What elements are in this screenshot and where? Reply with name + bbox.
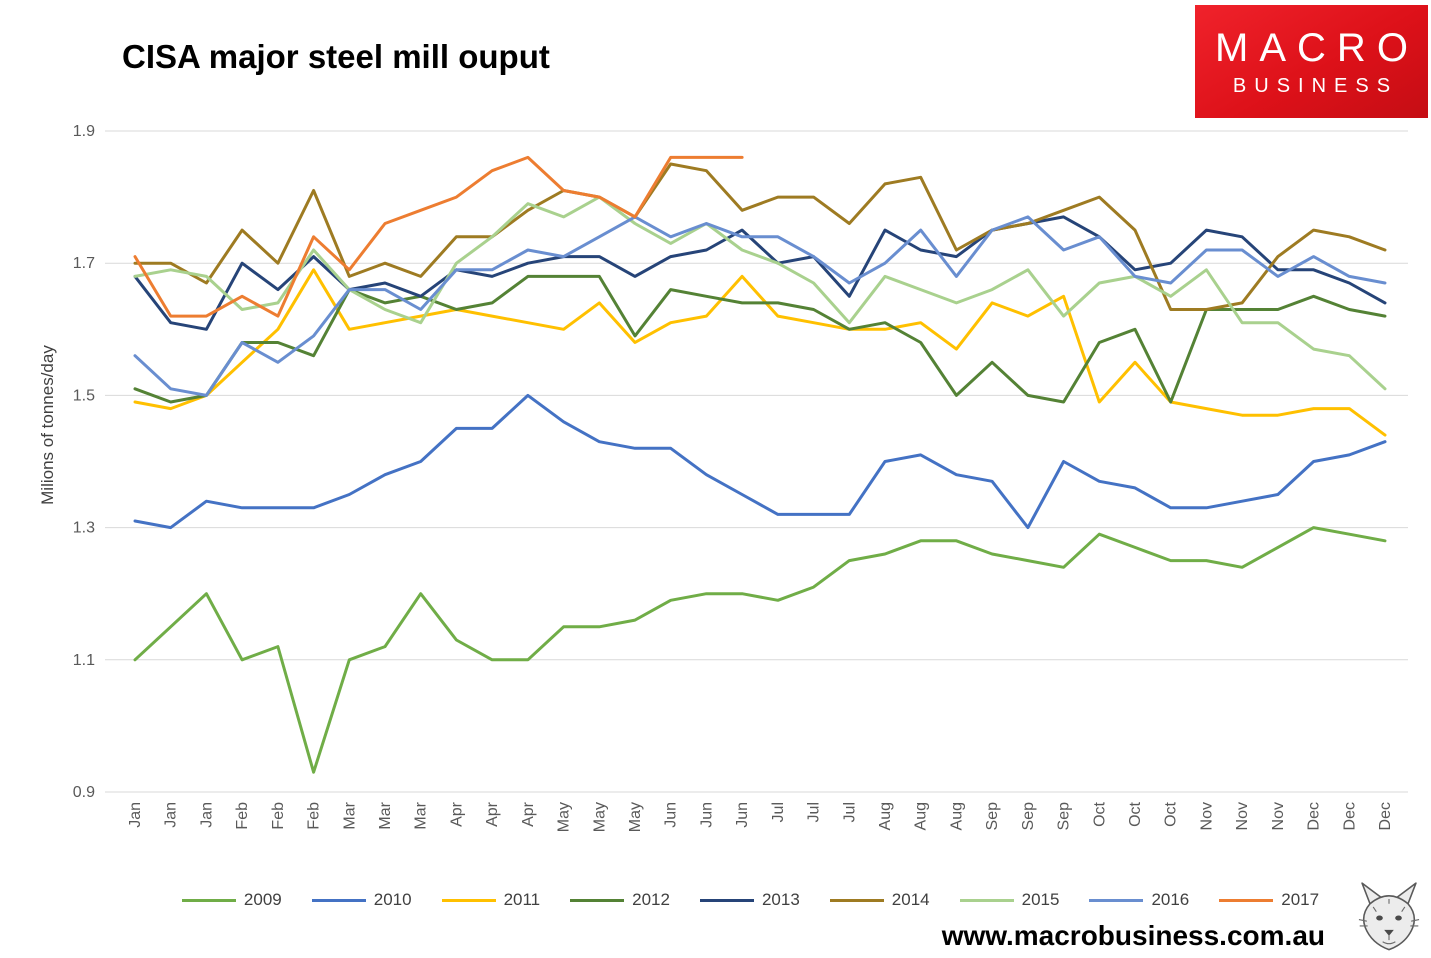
legend-swatch-2010: [311, 898, 366, 902]
x-tick-label: Jan: [163, 802, 180, 828]
series-line-2011: [133, 268, 1387, 437]
y-tick-label: 1.3: [73, 520, 95, 537]
x-tick-label: Jul: [770, 802, 787, 822]
legend-label: 2010: [373, 890, 412, 909]
x-tick-label: Feb: [270, 802, 287, 830]
x-tick-label: May: [591, 802, 608, 832]
x-tick-label: Jul: [806, 802, 823, 822]
macrobusiness-logo: MACRO BUSINESS: [1195, 5, 1428, 118]
y-tick-label: 1.7: [73, 255, 95, 272]
legend-swatch-2016: [1089, 898, 1144, 902]
x-tick-label: Sep: [1056, 802, 1073, 831]
legend-item-2015: 2015: [959, 890, 1060, 910]
legend-item-2013: 2013: [699, 890, 800, 910]
chart-title: CISA major steel mill ouput: [122, 38, 550, 75]
legend-label: 2016: [1151, 890, 1190, 909]
x-tick-label: Jun: [698, 802, 715, 828]
line-chart: 0.9 1.1 1.3 1.5 1.7 1.9 Jan Jan Jan Feb Feb Feb Mar M…: [73, 123, 1408, 832]
x-tick-label: Jul: [841, 802, 858, 822]
legend-swatch-2009: [181, 898, 236, 902]
x-tick-label: Jun: [734, 802, 751, 828]
x-tick-label: May: [627, 802, 644, 832]
series-line-2010: [133, 393, 1387, 530]
legend-item-2014: 2014: [829, 890, 930, 910]
x-tick-label: Dec: [1306, 802, 1323, 830]
x-tick-label: May: [556, 802, 573, 832]
series-line-2012: [133, 274, 1387, 404]
y-tick-label: 1.5: [73, 387, 95, 404]
legend-label: 2014: [891, 890, 930, 909]
x-tick-label: Jun: [663, 802, 680, 828]
legend-label: 2011: [503, 890, 541, 909]
legend-swatch-2014: [829, 898, 884, 902]
legend-swatch-2013: [699, 898, 754, 902]
x-tick-label: Oct: [1127, 801, 1144, 826]
legend-swatch-2011: [441, 898, 496, 902]
x-tick-label: Jan: [127, 802, 144, 828]
x-tick-label: Dec: [1341, 802, 1358, 830]
y-tick-label: 0.9: [73, 784, 95, 801]
x-tick-label: Dec: [1377, 802, 1394, 830]
x-tick-label: Nov: [1198, 802, 1215, 830]
legend-item-2010: 2010: [311, 890, 412, 910]
x-tick-label: Aug: [948, 802, 965, 830]
x-tick-label: Nov: [1270, 802, 1287, 830]
legend-label: 2017: [1281, 890, 1320, 909]
legend-item-2011: 2011: [441, 890, 541, 910]
series-line-2014: [133, 162, 1387, 311]
legend-item-2009: 2009: [181, 890, 282, 910]
series-line-2015: [133, 195, 1387, 391]
x-tick-label: Feb: [234, 802, 251, 830]
legend-swatch-2015: [959, 898, 1014, 902]
legend-swatch-2012: [570, 898, 625, 902]
legend-swatch-2017: [1219, 898, 1274, 902]
x-tick-label: Aug: [877, 802, 894, 830]
x-tick-label: Mar: [341, 801, 358, 829]
legend-item-2016: 2016: [1089, 890, 1189, 910]
x-tick-label: Oct: [1163, 801, 1180, 826]
legend-label: 2009: [243, 890, 282, 909]
legend-item-2017: 2017: [1219, 890, 1319, 910]
series-line-2009: [133, 526, 1387, 774]
wolf-logo-icon: [1358, 882, 1420, 951]
x-tick-label: Apr: [520, 801, 537, 827]
legend-label: 2015: [1021, 890, 1060, 909]
x-tick-label: Sep: [984, 802, 1001, 831]
x-tick-label: Aug: [913, 802, 930, 830]
legend-label: 2013: [761, 890, 800, 909]
x-tick-label: Sep: [1020, 802, 1037, 831]
x-tick-label: Apr: [484, 801, 501, 827]
x-tick-label: Nov: [1234, 802, 1251, 830]
series-line-2013: [133, 215, 1387, 331]
logo-text-macro: MACRO: [1215, 25, 1419, 70]
x-tick-label: Feb: [306, 802, 323, 830]
logo-text-business: BUSINESS: [1232, 74, 1399, 97]
chart-legend: 2009 2010 2011 2012 2013 2014 2015 2016 2017: [0, 890, 1431, 910]
x-tick-label: Mar: [413, 801, 430, 829]
x-tick-label: Apr: [448, 801, 465, 827]
series-line-2017: [133, 155, 744, 318]
legend-item-2012: 2012: [570, 890, 670, 910]
y-tick-label: 1.1: [73, 652, 95, 669]
x-tick-label: Mar: [377, 801, 394, 829]
series-line-2016: [133, 215, 1387, 397]
website-url[interactable]: www.macrobusiness.com.au: [941, 920, 1325, 951]
y-tick-label: 1.9: [73, 123, 95, 140]
x-tick-label: Jan: [198, 802, 215, 828]
legend-label: 2012: [632, 890, 670, 909]
x-tick-label: Oct: [1091, 801, 1108, 826]
